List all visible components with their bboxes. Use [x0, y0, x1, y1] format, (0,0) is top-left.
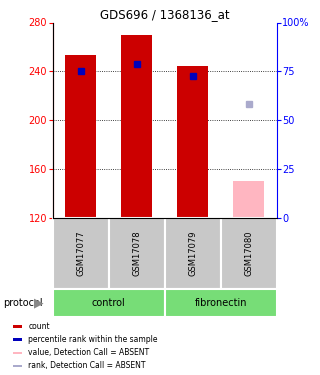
Text: ▶: ▶	[34, 296, 43, 309]
Title: GDS696 / 1368136_at: GDS696 / 1368136_at	[100, 8, 230, 21]
Bar	[65, 56, 96, 217]
Text: rank, Detection Call = ABSENT: rank, Detection Call = ABSENT	[28, 362, 146, 370]
Text: GSM17080: GSM17080	[244, 230, 253, 276]
Text: count: count	[28, 322, 50, 331]
Bar	[121, 35, 152, 218]
Bar	[165, 217, 221, 289]
Bar	[165, 289, 277, 317]
Bar	[12, 326, 22, 328]
Text: value, Detection Call = ABSENT: value, Detection Call = ABSENT	[28, 348, 149, 357]
Bar	[12, 351, 22, 354]
Text: protocol: protocol	[3, 298, 43, 308]
Text: percentile rank within the sample: percentile rank within the sample	[28, 335, 158, 344]
Bar	[221, 217, 277, 289]
Text: GSM17078: GSM17078	[132, 230, 141, 276]
Bar	[53, 217, 109, 289]
Text: GSM17079: GSM17079	[188, 230, 197, 276]
Bar	[12, 339, 22, 341]
Text: control: control	[92, 298, 126, 308]
Bar	[233, 181, 264, 218]
Bar	[12, 364, 22, 367]
Bar	[177, 66, 208, 218]
Text: GSM17077: GSM17077	[76, 230, 85, 276]
Text: fibronectin: fibronectin	[195, 298, 247, 308]
Bar	[53, 289, 165, 317]
Bar	[109, 217, 165, 289]
